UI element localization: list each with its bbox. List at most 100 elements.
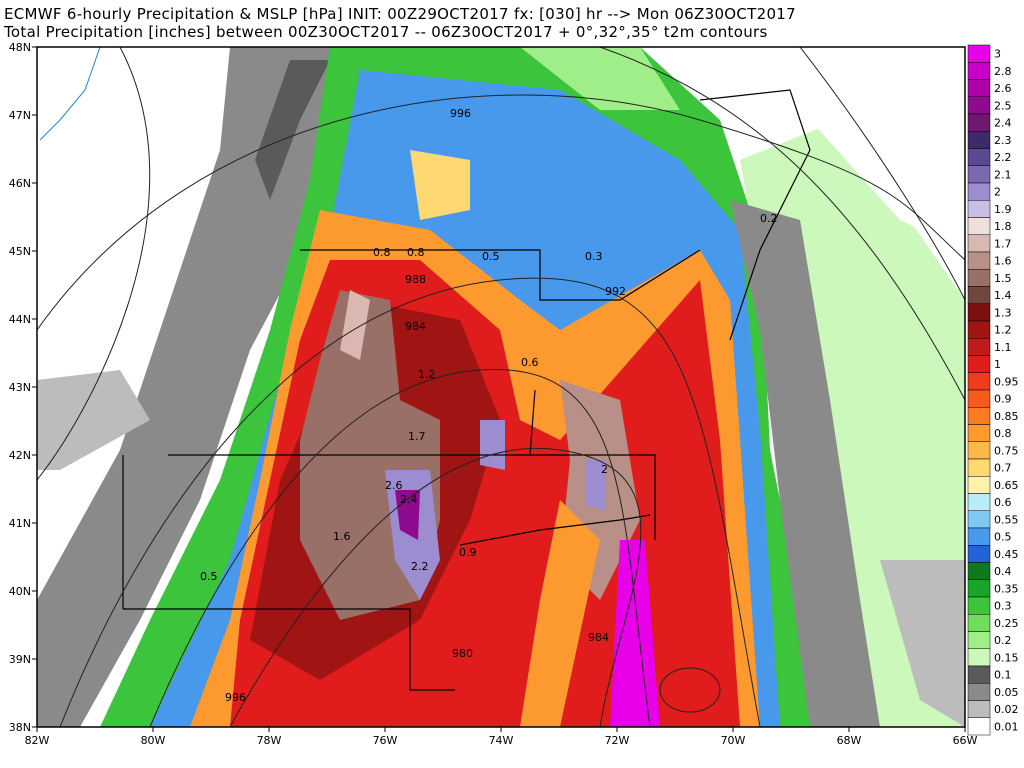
color-swatch — [967, 389, 991, 408]
color-swatch — [967, 251, 991, 270]
colorbar-label: 1.8 — [994, 220, 1012, 233]
precip-value-label: 0.3 — [585, 250, 603, 263]
colorbar-label: 0.4 — [994, 565, 1012, 578]
color-swatch — [967, 148, 991, 166]
colorbar-label: 0.85 — [994, 410, 1019, 423]
color-swatch — [967, 527, 991, 546]
colorbar-label: 0.15 — [994, 651, 1019, 664]
colorbar-label: 2.5 — [994, 99, 1012, 112]
color-swatch — [967, 355, 991, 373]
color-swatch — [967, 96, 991, 115]
lon-label: 66W — [953, 734, 978, 747]
colorbar-label: 0.6 — [994, 496, 1012, 509]
precip-value-label: 0.6 — [521, 356, 539, 369]
lon-label: 68W — [837, 734, 862, 747]
color-swatch — [967, 545, 991, 563]
colorbar-label: 1.5 — [994, 272, 1012, 285]
colorbar: 3 2.8 2.6 2.5 2.4 2.3 2.2 2.1 2 1.9 1.8 1.7 1.6 1.5 1.… — [967, 44, 1019, 736]
lat-label: 43N — [9, 381, 31, 394]
precip-value-label: 0.5 — [482, 250, 500, 263]
lat-label: 44N — [9, 313, 31, 326]
lon-label: 76W — [373, 734, 398, 747]
colorbar-label: 0.1 — [994, 669, 1012, 682]
color-swatch — [967, 510, 991, 529]
colorbar-label: 2.2 — [994, 151, 1012, 164]
color-swatch — [967, 441, 991, 460]
colorbar-label: 0.65 — [994, 479, 1019, 492]
colorbar-label: 0.05 — [994, 686, 1019, 699]
colorbar-label: 0.55 — [994, 513, 1019, 526]
precip-value-label: 2.6 — [385, 479, 403, 492]
colorbar-label: 0.45 — [994, 548, 1019, 561]
color-swatch — [967, 631, 991, 649]
colorbar-label: 0.95 — [994, 375, 1019, 388]
title-line-2: Total Precipitation [inches] between 00Z… — [3, 23, 768, 41]
precip-value-label: 2.2 — [411, 560, 429, 573]
color-swatch — [967, 182, 991, 201]
colorbar-label: 0.3 — [994, 600, 1012, 613]
color-swatch — [967, 476, 991, 494]
precip-value-label: 0.8 — [407, 246, 425, 259]
color-swatch — [967, 614, 991, 632]
color-swatch — [967, 113, 991, 132]
colorbar-label: 0.5 — [994, 531, 1012, 544]
colorbar-label: 2.3 — [994, 134, 1012, 147]
precip-value-label: 2.4 — [400, 493, 418, 506]
colorbar-label: 1.6 — [994, 255, 1012, 268]
precip-value-label: 1.6 — [333, 530, 351, 543]
lon-label: 78W — [257, 734, 282, 747]
color-swatch — [967, 234, 991, 253]
lat-label: 47N — [9, 109, 31, 122]
precip-value-label: 2 — [601, 463, 608, 476]
colorbar-label: 0.8 — [994, 427, 1012, 440]
colorbar-label: 1.3 — [994, 306, 1012, 319]
color-swatch — [967, 579, 991, 598]
precip-value-label: 0.2 — [760, 212, 778, 225]
precip-value-label: 1.2 — [418, 368, 436, 381]
color-swatch — [967, 683, 991, 701]
color-swatch — [967, 320, 991, 339]
precip-value-label: 0.8 — [373, 246, 391, 259]
colorbar-label: 2.1 — [994, 168, 1012, 181]
color-swatch — [967, 62, 991, 80]
lat-label: 46N — [9, 177, 31, 190]
lon-label: 80W — [141, 734, 166, 747]
color-swatch — [967, 700, 991, 718]
colorbar-label: 1.9 — [994, 203, 1012, 216]
isobar-label: 984 — [588, 631, 609, 644]
color-swatch — [967, 131, 991, 149]
lat-label: 42N — [9, 449, 31, 462]
lat-label: 45N — [9, 245, 31, 258]
colorbar-label: 0.7 — [994, 462, 1012, 475]
color-swatch — [967, 493, 991, 511]
lat-label: 38N — [9, 721, 31, 734]
color-swatch — [967, 217, 991, 235]
isobar-label: 996 — [225, 691, 246, 704]
color-swatch — [967, 424, 991, 442]
colorbar-label: 0.01 — [994, 720, 1019, 733]
color-swatch — [967, 372, 991, 391]
lon-label: 74W — [489, 734, 514, 747]
color-swatch — [967, 286, 991, 304]
map-field — [37, 47, 965, 727]
colorbar-label: 1.4 — [994, 289, 1012, 302]
isobar-label: 984 — [405, 320, 426, 333]
lat-label: 41N — [9, 517, 31, 530]
colorbar-label: 1.7 — [994, 237, 1012, 250]
colorbar-label: 0.02 — [994, 703, 1019, 716]
color-swatch — [967, 458, 991, 477]
colorbar-label: 3 — [994, 48, 1001, 61]
colorbar-label: 0.75 — [994, 444, 1019, 457]
colorbar-label: 2.4 — [994, 117, 1012, 130]
isobar-label: 996 — [450, 107, 471, 120]
color-swatch — [967, 717, 991, 736]
precip-value-label: 0.5 — [200, 570, 218, 583]
color-swatch — [967, 562, 991, 580]
isobar-label: 992 — [605, 285, 626, 298]
isobar-label: 980 — [452, 647, 473, 660]
colorbar-label: 2 — [994, 186, 1001, 199]
color-swatch — [967, 665, 991, 684]
colorbar-label: 1 — [994, 358, 1001, 371]
colorbar-label: 1.2 — [994, 324, 1012, 337]
